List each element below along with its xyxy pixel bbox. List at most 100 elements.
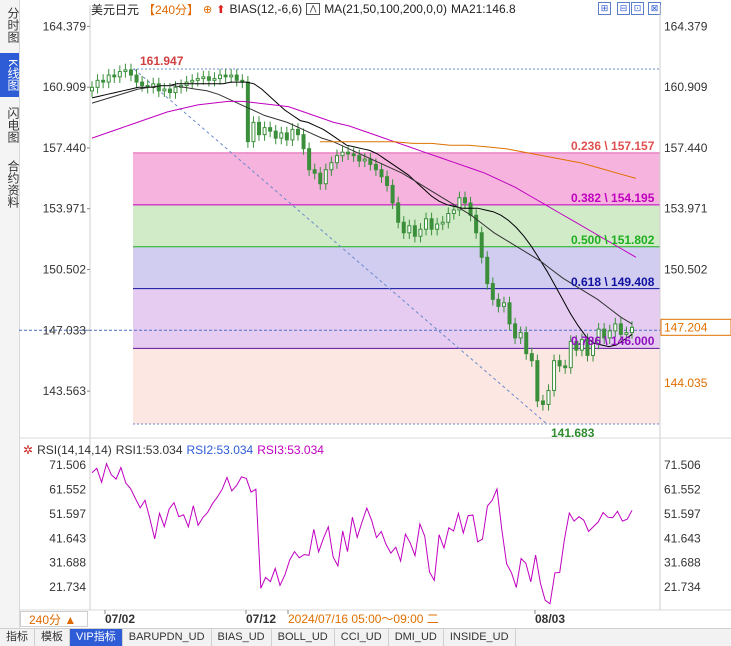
candle-body — [318, 172, 323, 185]
tab-barupdn[interactable]: BARUPDN_UD — [123, 629, 212, 646]
candle-body — [429, 218, 434, 230]
period-selector[interactable]: 240分 ▲ — [20, 611, 88, 627]
rsi-title[interactable]: RSI(14,14,14) — [37, 443, 112, 457]
candle-body — [212, 78, 217, 81]
period-label[interactable]: 【240分】 — [143, 2, 200, 17]
candle-body — [90, 86, 94, 92]
tab-cci[interactable]: CCI_UD — [335, 629, 389, 646]
candle-body — [295, 128, 300, 136]
rsi-panel: 71.506 71.506 61.552 61.552 51.597 51.597 41.6… — [49, 458, 701, 605]
tab-vip-indicators[interactable]: VIP指标 — [70, 629, 123, 646]
candle-body — [128, 69, 133, 76]
rsi-tick-right: 31.688 — [664, 556, 701, 570]
candle-body — [307, 148, 312, 171]
candle-body — [418, 228, 423, 237]
candle-body — [95, 79, 100, 88]
candle-body — [474, 214, 479, 234]
candle-body — [496, 298, 501, 307]
candle-body — [535, 360, 540, 402]
candle-body — [518, 332, 523, 339]
candle-body — [268, 127, 273, 132]
candle-body — [251, 121, 256, 143]
candle-body — [162, 88, 167, 92]
ma21-value: MA21:146.8 — [450, 2, 516, 16]
y-tick-left: 147.033 — [43, 323, 87, 337]
candle-body — [457, 197, 462, 211]
candle-body — [424, 218, 429, 230]
sidebar-tab-timeshare[interactable]: 分时图 — [6, 7, 20, 43]
y-tick-left: 164.379 — [43, 19, 87, 33]
bias-indicator-label[interactable]: BIAS(12,-6,6) — [229, 2, 303, 16]
candle-body — [401, 221, 406, 234]
y-tick-right: 160.909 — [664, 80, 708, 94]
y-tick-right: 157.440 — [664, 141, 708, 155]
candle-body — [607, 330, 612, 339]
layout-zoom-icon[interactable]: ⊡ — [631, 2, 644, 15]
candle-body — [334, 155, 339, 164]
sidebar-tab-contract-info[interactable]: 合约资料 — [6, 160, 20, 208]
candle-body — [513, 323, 518, 339]
tab-templates[interactable]: 模板 — [35, 629, 70, 646]
sidebar-tab-flash[interactable]: 闪电图 — [6, 107, 20, 143]
x-tick-label: 08/03 — [535, 612, 565, 626]
axis-labels: 164.379 160.909 157.440 153.971 150.502 147.0… — [43, 19, 731, 626]
y-tick-left: 150.502 — [43, 263, 87, 277]
candle-body — [540, 400, 545, 405]
layout-split-icon[interactable]: ⊟ — [617, 2, 630, 15]
candle-body — [190, 79, 195, 83]
x-tick-label: 07/02 — [105, 612, 135, 626]
candle-body — [234, 74, 239, 81]
rsi-tick-right: 41.643 — [664, 531, 701, 545]
fib-zone — [133, 288, 660, 349]
ma50-line — [91, 85, 633, 325]
tab-dmi[interactable]: DMI_UD — [389, 629, 444, 646]
rsi-header: ✲ RSI(14,14,14) RSI1:53.034 RSI2:53.034 … — [23, 442, 324, 458]
y-tick-right: 150.502 — [664, 263, 708, 277]
settings-gear-icon[interactable]: ⊕ — [203, 3, 213, 16]
candle-body — [451, 209, 456, 214]
tab-bias[interactable]: BIAS_UD — [212, 629, 272, 646]
candle-body — [373, 163, 378, 171]
candle-body — [563, 365, 568, 369]
chart-canvas[interactable]: 161.947 141.683 164.379 160.909 157.440 153.… — [19, 0, 731, 628]
x-tick-label: 07/12 — [246, 612, 276, 626]
sidebar-tab-kline[interactable]: K线图 — [0, 53, 20, 97]
y-tick-left: 160.909 — [43, 80, 87, 94]
candle-body — [245, 81, 250, 143]
rsi-tick-left: 61.552 — [49, 482, 86, 496]
candle-body — [223, 74, 228, 78]
tab-inside[interactable]: INSIDE_UD — [444, 629, 516, 646]
arrow-up-icon[interactable]: ⬆ — [216, 3, 226, 16]
candle-body — [279, 132, 284, 139]
candle-body — [262, 127, 267, 136]
high-price-label: 161.947 — [140, 54, 184, 68]
candle-body — [323, 169, 328, 185]
candle-body — [557, 360, 562, 367]
y-tick-left: 157.440 — [43, 141, 87, 155]
fib-level-label: 0.618 \ 149.408 — [571, 274, 655, 289]
candle-body — [396, 202, 401, 223]
candle-body — [618, 323, 623, 335]
candle-body — [284, 132, 289, 141]
tab-boll[interactable]: BOLL_UD — [272, 629, 335, 646]
candle-body — [574, 340, 579, 351]
candle-body — [123, 69, 128, 73]
ma100-line — [91, 100, 637, 258]
candle-body — [596, 328, 601, 344]
tab-indicators[interactable]: 指标 — [0, 629, 35, 646]
layout-grid-icon[interactable]: ⊞ — [598, 2, 611, 15]
rsi-tick-left: 21.734 — [49, 580, 86, 594]
trend-line — [133, 68, 548, 425]
candle-body — [440, 221, 445, 225]
chart-toolbar: 美元日元 【240分】 ⊕ ⬆ BIAS(12,-6,6) ⋀ MA(21,50… — [19, 0, 516, 18]
ma-indicator-label[interactable]: MA(21,50,100,200,0,0) — [324, 2, 447, 16]
candle-body — [351, 153, 356, 157]
candle-body — [301, 134, 306, 150]
candles: 161.947 141.683 — [90, 54, 634, 440]
candle-body — [490, 283, 495, 300]
candle-body — [568, 340, 573, 369]
candle-body — [385, 176, 390, 186]
candle-body — [229, 74, 234, 78]
candle-body — [479, 232, 484, 258]
rsi-settings-icon[interactable]: ✲ — [23, 443, 34, 457]
